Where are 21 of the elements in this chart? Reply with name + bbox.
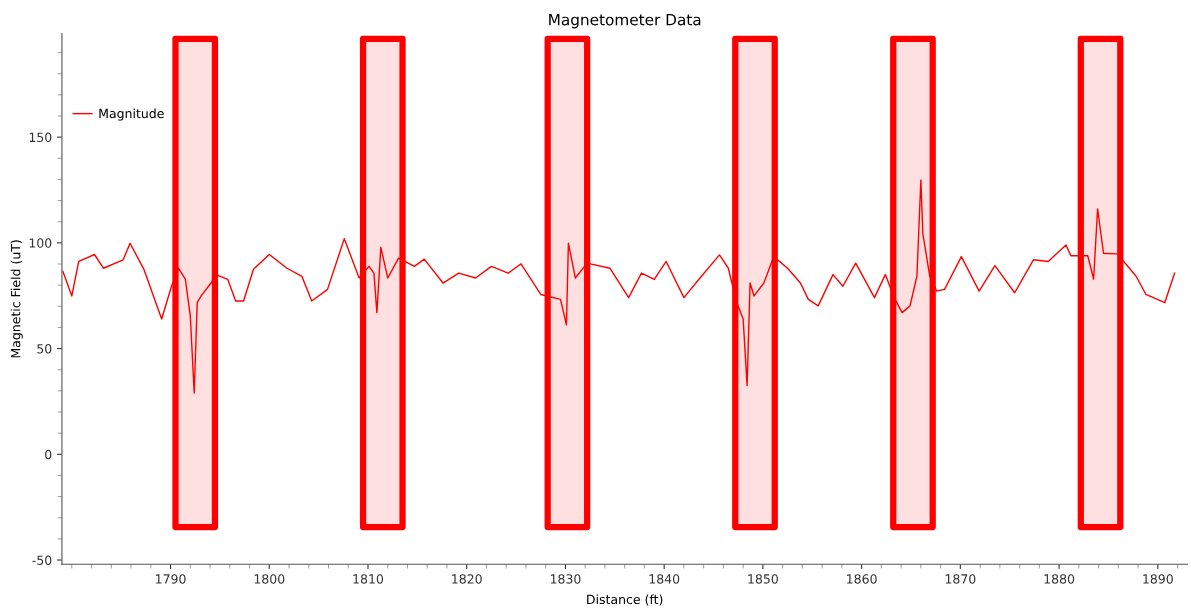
- x-axis-title: Distance (ft): [587, 594, 663, 606]
- y-tick-label: -50: [32, 555, 52, 565]
- line-series: [62, 179, 1176, 394]
- x-tick-label: 1850: [748, 574, 778, 584]
- x-tick-label: 1790: [156, 574, 186, 584]
- legend-label: Magnitude: [99, 108, 164, 121]
- x-tick-label: 1890: [1143, 574, 1173, 584]
- y-axis-title: Magnetic Field (uT): [10, 240, 23, 358]
- x-tick-label: 1800: [254, 574, 285, 584]
- x-tick-label: 1870: [945, 574, 976, 584]
- x-tick-label: 1880: [1044, 574, 1075, 584]
- y-tick-label: 50: [37, 344, 52, 354]
- x-tick-label: 1840: [649, 574, 680, 584]
- x-tick-label: 1830: [550, 574, 581, 584]
- x-tick-label: 1820: [452, 574, 482, 584]
- x-tick-label: 1810: [353, 574, 384, 584]
- y-tick-label: 100: [29, 238, 52, 248]
- chart-title: Magnetometer Data: [549, 14, 701, 29]
- y-tick-label: 0: [45, 449, 52, 460]
- y-tick-label: 150: [29, 132, 52, 143]
- x-tick-label: 1860: [847, 574, 877, 584]
